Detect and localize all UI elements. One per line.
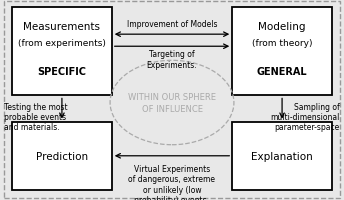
Text: Explanation: Explanation — [251, 151, 313, 161]
Text: WITHIN OUR SPHERE
OF INFLUENCE: WITHIN OUR SPHERE OF INFLUENCE — [128, 93, 216, 113]
Text: Prediction: Prediction — [36, 151, 88, 161]
Text: Measurements: Measurements — [23, 22, 100, 32]
FancyBboxPatch shape — [232, 122, 332, 190]
Text: Testing the most
probable events
and materials.: Testing the most probable events and mat… — [4, 102, 68, 132]
Text: Modeling: Modeling — [258, 22, 306, 32]
Text: Sampling of
multi-dimensional
parameter-space: Sampling of multi-dimensional parameter-… — [270, 102, 340, 132]
Text: SPECIFIC: SPECIFIC — [37, 66, 86, 76]
Text: (from theory): (from theory) — [252, 39, 312, 48]
Text: Improvement of Models: Improvement of Models — [127, 19, 217, 28]
FancyBboxPatch shape — [232, 8, 332, 96]
Text: Targeting of
Experiments.: Targeting of Experiments. — [147, 50, 197, 69]
Text: GENERAL: GENERAL — [257, 66, 308, 76]
FancyBboxPatch shape — [12, 122, 112, 190]
Text: (from experiments): (from experiments) — [18, 39, 106, 48]
FancyBboxPatch shape — [12, 8, 112, 96]
Text: Virtual Experiments
of dangerous, extreme
or unlikely (low
probability) events.: Virtual Experiments of dangerous, extrem… — [129, 164, 215, 200]
